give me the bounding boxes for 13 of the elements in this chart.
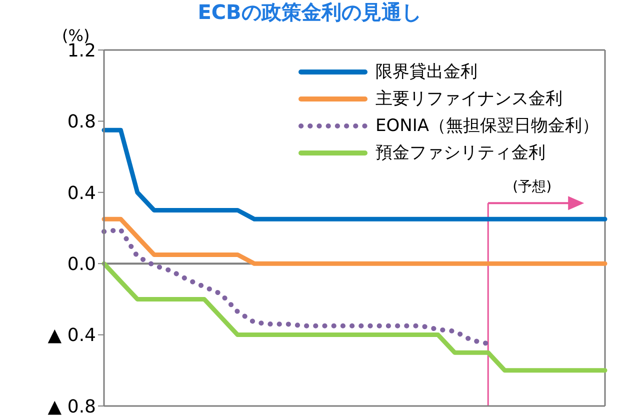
y-tick-label: ▲ 0.8 [48,396,96,416]
legend-label: 限界貸出金利 [376,61,478,83]
legend-label: EONIA（無担保翌日物金利） [376,115,599,137]
annotation: (予想) [512,179,552,196]
y-tick-label: 0.0 [67,254,96,275]
legend-label: 預金ファシリティ金利 [376,142,546,164]
chart-title: ECBの政策金利の見通し [196,0,422,24]
y-tick-label: ▲ 0.4 [48,325,96,346]
line-series [102,216,608,266]
y-tick-label: 0.8 [67,112,96,133]
y-tick-label: 0.4 [67,182,96,204]
line-series [102,261,608,373]
legend-label: 主要リファイナンス金利 [376,88,563,110]
